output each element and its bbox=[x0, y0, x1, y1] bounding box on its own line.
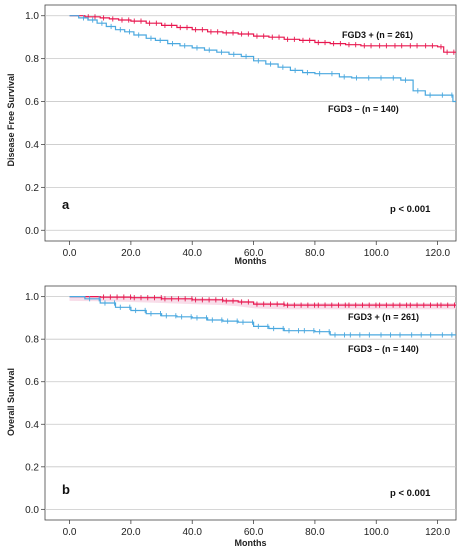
x-tick-label: 40.0 bbox=[182, 248, 202, 259]
censor-marks-negative bbox=[89, 296, 453, 338]
plot-frame bbox=[44, 4, 457, 242]
x-tick-label: 120.0 bbox=[425, 248, 450, 259]
survival-curve-positive bbox=[69, 15, 456, 53]
y-tick-label: 0.4 bbox=[25, 140, 39, 151]
p-value: p < 0.001 bbox=[390, 204, 431, 215]
x-tick-label: 20.0 bbox=[121, 248, 141, 259]
x-tick-label: 80.0 bbox=[305, 527, 325, 538]
p-value: p < 0.001 bbox=[390, 488, 431, 499]
y-tick-label: 0.8 bbox=[25, 54, 39, 65]
x-tick-label: 100.0 bbox=[364, 527, 389, 538]
x-tick-label: 40.0 bbox=[182, 527, 202, 538]
censor-marks-positive bbox=[103, 294, 455, 308]
y-tick-label: 0.4 bbox=[25, 420, 39, 431]
y-tick-label: 0.2 bbox=[25, 462, 39, 473]
series-label-positive: FGD3 + (n = 261) bbox=[342, 30, 413, 40]
series-label-positive: FGD3 + (n = 261) bbox=[348, 312, 419, 322]
panel-a: 0.0 0.2 0.4 0.6 0.8 1.0 0.0 20.0 40.0 60.0 80.0 100… bbox=[6, 4, 457, 266]
y-tick-label: 1.0 bbox=[25, 292, 39, 303]
y-tick-label: 0.6 bbox=[25, 377, 39, 388]
censor-marks-positive bbox=[87, 14, 455, 55]
series-label-negative: FGD3 – (n = 140) bbox=[348, 344, 419, 354]
x-tick-label: 100.0 bbox=[364, 248, 389, 259]
x-axis-title: Months bbox=[235, 256, 267, 266]
series-label-negative: FGD3 – (n = 140) bbox=[328, 104, 399, 114]
y-tick-label: 0.2 bbox=[25, 183, 39, 194]
y-tick-label: 0.6 bbox=[25, 97, 39, 108]
survival-curve-negative bbox=[69, 15, 456, 103]
panel-b: 0.0 0.2 0.4 0.6 0.8 1.0 0.0 20.0 40.0 60.0 80.0 100… bbox=[6, 285, 457, 548]
y-tick-label: 0.8 bbox=[25, 335, 39, 346]
x-axis-title: Months bbox=[235, 538, 267, 548]
y-tick-label: 0.0 bbox=[25, 505, 39, 516]
x-tick-label: 20.0 bbox=[121, 527, 141, 538]
x-tick-label: 0.0 bbox=[63, 248, 77, 259]
y-axis-title: Disease Free Survival bbox=[6, 73, 16, 166]
x-tick-label: 0.0 bbox=[63, 527, 77, 538]
x-tick-label: 80.0 bbox=[305, 248, 325, 259]
panel-label: a bbox=[62, 197, 70, 212]
confidence-band bbox=[69, 296, 456, 310]
y-tick-label: 0.0 bbox=[25, 226, 39, 237]
x-tick-label: 60.0 bbox=[244, 527, 264, 538]
x-tick-label: 60.0 bbox=[244, 248, 264, 259]
y-axis-title: Overall Survival bbox=[6, 368, 16, 436]
y-tick-label: 1.0 bbox=[25, 11, 39, 22]
plot-frame bbox=[44, 285, 457, 521]
x-tick-label: 120.0 bbox=[425, 527, 450, 538]
censor-marks-negative bbox=[83, 15, 453, 98]
panel-label: b bbox=[62, 482, 70, 497]
